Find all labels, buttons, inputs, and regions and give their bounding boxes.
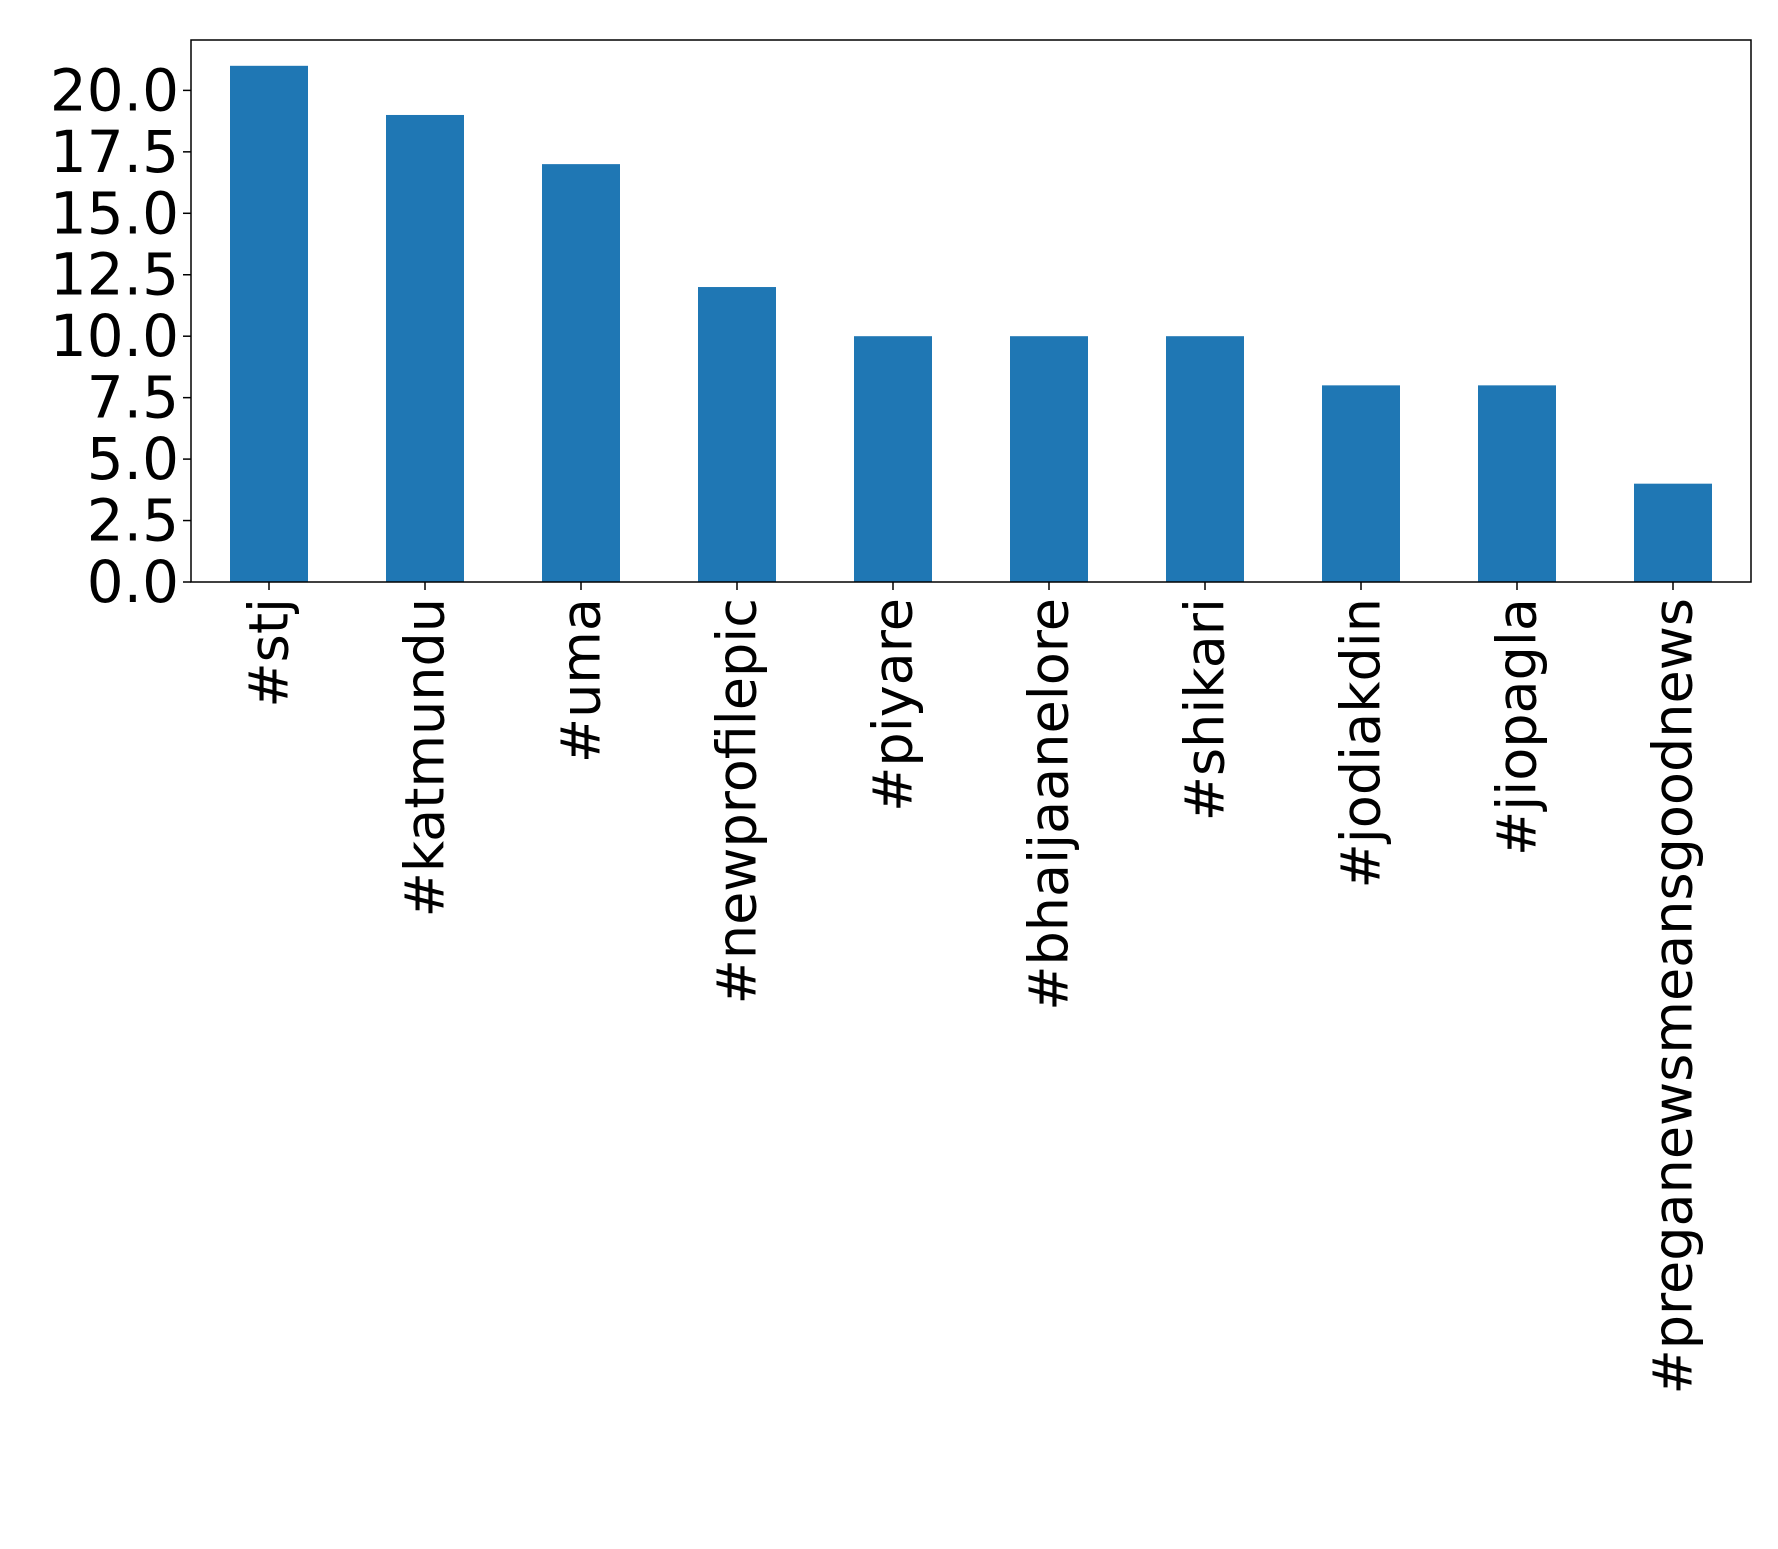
bars-group: [230, 65, 1712, 583]
x-tick-label: #jodiakdin: [1330, 598, 1393, 888]
bar-stj: [230, 65, 308, 583]
x-tick-label: #uma: [550, 598, 613, 763]
y-tick-label: 17.5: [50, 118, 179, 186]
x-tick-label: #piyare: [862, 598, 925, 812]
y-tick-label: 2.5: [87, 487, 179, 555]
x-tick-label: #shikari: [1174, 598, 1237, 821]
y-tick-label: 15.0: [50, 179, 179, 247]
bar-jodiakdin: [1322, 385, 1400, 582]
y-tick-label: 5.0: [87, 425, 179, 493]
x-tick-label: #preganewsmeansgoodnews: [1642, 598, 1705, 1395]
y-tick-label: 0.0: [87, 548, 179, 616]
y-tick-label: 10.0: [50, 302, 179, 370]
bar-newprofilepic: [698, 287, 776, 582]
bar-piyare: [854, 336, 932, 582]
x-tick-label: #jiopagla: [1486, 598, 1549, 856]
y-tick-label: 12.5: [50, 241, 179, 309]
y-tick-label: 20.0: [50, 56, 179, 124]
bar-jiopagla: [1478, 385, 1556, 582]
x-axis: #stj #katmundu #uma #newprofilepic #piyare #b…: [238, 582, 1705, 1395]
x-tick-label: #bhaijaanelore: [1018, 598, 1081, 1011]
x-tick-label: #newprofilepic: [706, 598, 769, 1004]
bar-shikari: [1166, 336, 1244, 582]
bar-bhaijaanelore: [1010, 336, 1088, 582]
plot-area-frame: [190, 39, 1752, 583]
bar-uma: [542, 164, 620, 582]
bar-preganewsmeansgoodnews: [1634, 483, 1712, 582]
x-tick-label: #stj: [238, 598, 301, 708]
x-tick-label: #katmundu: [394, 598, 457, 917]
y-tick-label: 7.5: [87, 364, 179, 432]
bar-katmundu: [386, 114, 464, 582]
y-axis: 0.02.55.07.510.012.515.017.520.0: [50, 56, 191, 616]
